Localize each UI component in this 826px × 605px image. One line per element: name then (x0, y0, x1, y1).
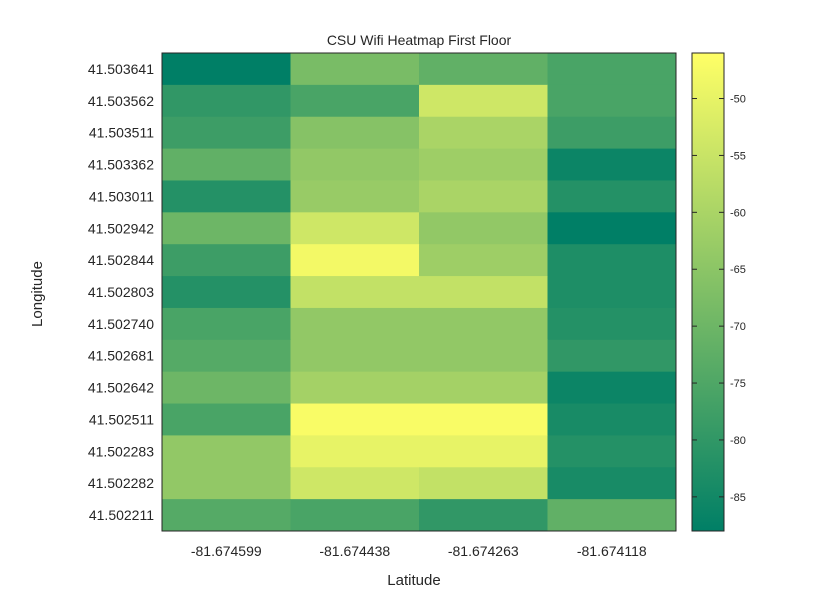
heatmap-cell (162, 116, 291, 150)
colorbar-tick-label: -70 (730, 321, 746, 333)
heatmap-cell (547, 435, 677, 468)
plot-frame (161, 52, 677, 532)
heatmap-cell (419, 435, 548, 468)
colorbar-tick-label: -50 (730, 94, 746, 106)
heatmap-cell (547, 403, 677, 436)
colorbar: -50 -55 -60 -65 -70 -75 -80 -85 (691, 52, 746, 532)
heatmap-cell (162, 339, 291, 373)
heatmap-cell (290, 53, 420, 86)
y-tick-label: 41.503011 (89, 188, 154, 204)
heatmap-cell (547, 307, 677, 341)
y-tick-label: 41.503562 (88, 93, 154, 109)
colorbar-tick-label: -60 (730, 207, 746, 219)
heatmap-cell (419, 244, 548, 277)
chart-title: CSU Wifi Heatmap First Floor (327, 32, 512, 48)
heatmap-cell (162, 499, 291, 532)
colorbar-tick-label: -85 (730, 492, 746, 504)
heatmap-cell (547, 499, 677, 532)
heatmap-cell (547, 276, 677, 309)
y-tick-label: 41.502642 (88, 380, 154, 396)
x-axis-label: Latitude (387, 572, 440, 589)
y-tick-label: 41.503511 (89, 125, 154, 141)
y-tick-label: 41.502211 (89, 507, 154, 523)
heatmap-cell (547, 371, 677, 405)
heatmap-cell (162, 467, 291, 500)
y-tick-labels: 41.503641 41.503562 41.503511 41.503362 41.5… (88, 61, 154, 523)
heatmap-cell (547, 53, 677, 86)
y-tick-label: 41.502283 (88, 443, 154, 459)
heatmap-cell (290, 435, 420, 468)
heatmap-cell (162, 276, 291, 309)
heatmap-cell (419, 212, 548, 245)
y-tick-label: 41.503362 (88, 157, 154, 173)
heatmap-cell (162, 180, 291, 213)
y-axis-label: Longitude (29, 261, 46, 327)
heatmap-cell (290, 148, 420, 181)
heatmap-cell (290, 244, 420, 277)
heatmap-cells (162, 53, 677, 532)
colorbar-tick-label: -55 (730, 150, 746, 162)
heatmap-cell (290, 307, 420, 341)
y-tick-label: 41.502942 (88, 220, 154, 236)
heatmap-cell (547, 467, 677, 500)
heatmap-cell (547, 244, 677, 277)
heatmap-cell (162, 53, 291, 86)
heatmap-cell (162, 84, 291, 118)
heatmap-cell (419, 467, 548, 500)
x-tick-labels: -81.674599 -81.674438 -81.674263 -81.674118 (191, 543, 647, 559)
x-tick-label: -81.674263 (448, 543, 519, 559)
x-tick-label: -81.674118 (577, 543, 647, 559)
heatmap-cell (419, 499, 548, 532)
colorbar-tick-label: -80 (730, 435, 746, 447)
heatmap-cell (419, 148, 548, 181)
x-tick-label: -81.674599 (191, 543, 262, 559)
heatmap-cell (419, 371, 548, 405)
heatmap-cell (162, 148, 291, 181)
y-tick-label: 41.502282 (88, 475, 154, 491)
heatmap-cell (290, 180, 420, 213)
heatmap-cell (547, 116, 677, 150)
heatmap-cell (290, 212, 420, 245)
heatmap-cell (290, 403, 420, 436)
heatmap-cell (419, 53, 548, 86)
heatmap-cell (419, 276, 548, 309)
y-tick-label: 41.502740 (88, 316, 154, 332)
y-tick-label: 41.502803 (88, 284, 154, 300)
colorbar-gradient (691, 52, 725, 532)
heatmap-cell (162, 403, 291, 436)
heatmap-cell (419, 116, 548, 150)
heatmap-cell (419, 84, 548, 118)
heatmap-cell (162, 307, 291, 341)
colorbar-tick-label: -75 (730, 378, 746, 390)
heatmap-cell (162, 244, 291, 277)
y-tick-label: 41.502844 (88, 252, 154, 268)
heatmap-cell (419, 339, 548, 373)
heatmap-cell (547, 180, 677, 213)
heatmap-cell (290, 339, 420, 373)
heatmap-cell (547, 148, 677, 181)
heatmap-cell (547, 339, 677, 373)
heatmap-cell (162, 435, 291, 468)
heatmap-cell (290, 276, 420, 309)
colorbar-tick-label: -65 (730, 264, 746, 276)
heatmap-cell (290, 467, 420, 500)
heatmap-cell (290, 116, 420, 150)
heatmap-cell (419, 403, 548, 436)
y-tick-label: 41.502681 (88, 348, 154, 364)
heatmap-cell (162, 371, 291, 405)
heatmap-cell (547, 84, 677, 118)
heatmap-cell (547, 212, 677, 245)
heatmap-cell (290, 84, 420, 118)
heatmap-cell (162, 212, 291, 245)
heatmap-cell (419, 307, 548, 341)
heatmap-cell (419, 180, 548, 213)
heatmap-cell (290, 499, 420, 532)
y-tick-label: 41.502511 (89, 411, 154, 427)
y-tick-label: 41.503641 (88, 61, 154, 77)
heatmap-cell (290, 371, 420, 405)
x-tick-label: -81.674438 (319, 543, 390, 559)
